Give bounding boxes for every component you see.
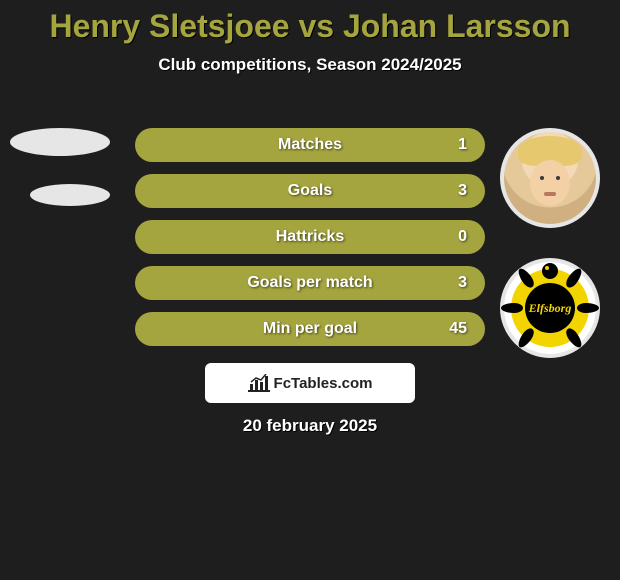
source-badge: FcTables.com [205, 363, 415, 403]
club-logo: Elfsborg [500, 258, 600, 358]
avatar-face-shape [530, 160, 570, 206]
stat-bar: Min per goal 45 [135, 312, 485, 346]
stat-label: Goals per match [135, 266, 485, 300]
stat-label: Min per goal [135, 312, 485, 346]
avatar-mouth-shape [544, 192, 556, 196]
club-leaf-shape [516, 326, 537, 350]
club-leaf-shape [577, 303, 599, 313]
stat-value-right: 45 [449, 312, 467, 346]
club-leaf-shape [516, 266, 537, 290]
chart-icon [248, 374, 270, 392]
club-logo-inner: Elfsborg [511, 269, 589, 347]
club-leaf-shape [564, 326, 585, 350]
page-subtitle: Club competitions, Season 2024/2025 [0, 55, 620, 75]
infographic-container: Henry Sletsjoee vs Johan Larsson Club co… [0, 8, 620, 580]
date-label: 20 february 2025 [0, 416, 620, 436]
stat-bar: Hattricks 0 [135, 220, 485, 254]
avatar-eye-shape [540, 176, 544, 180]
club-core: Elfsborg [525, 283, 575, 333]
page-title: Henry Sletsjoee vs Johan Larsson [0, 8, 620, 45]
source-label: FcTables.com [274, 375, 373, 392]
stat-label: Goals [135, 174, 485, 208]
stat-bar: Goals 3 [135, 174, 485, 208]
left-placeholder-shapes [10, 128, 110, 234]
stats-bars: Matches 1 Goals 3 Hattricks 0 Goals per … [135, 128, 485, 358]
placeholder-ellipse [30, 184, 110, 206]
avatar-eye-shape [556, 176, 560, 180]
club-leaf-shape [501, 303, 523, 313]
stat-bar: Goals per match 3 [135, 266, 485, 300]
stat-value-right: 3 [458, 174, 467, 208]
stat-label: Matches [135, 128, 485, 162]
stat-label: Hattricks [135, 220, 485, 254]
stat-value-right: 1 [458, 128, 467, 162]
stat-value-right: 3 [458, 266, 467, 300]
player-avatar [500, 128, 600, 228]
stat-value-right: 0 [458, 220, 467, 254]
stat-bar: Matches 1 [135, 128, 485, 162]
club-name: Elfsborg [529, 301, 572, 316]
club-leaf-shape [564, 266, 585, 290]
placeholder-ellipse [10, 128, 110, 156]
club-ball-icon [542, 263, 558, 279]
